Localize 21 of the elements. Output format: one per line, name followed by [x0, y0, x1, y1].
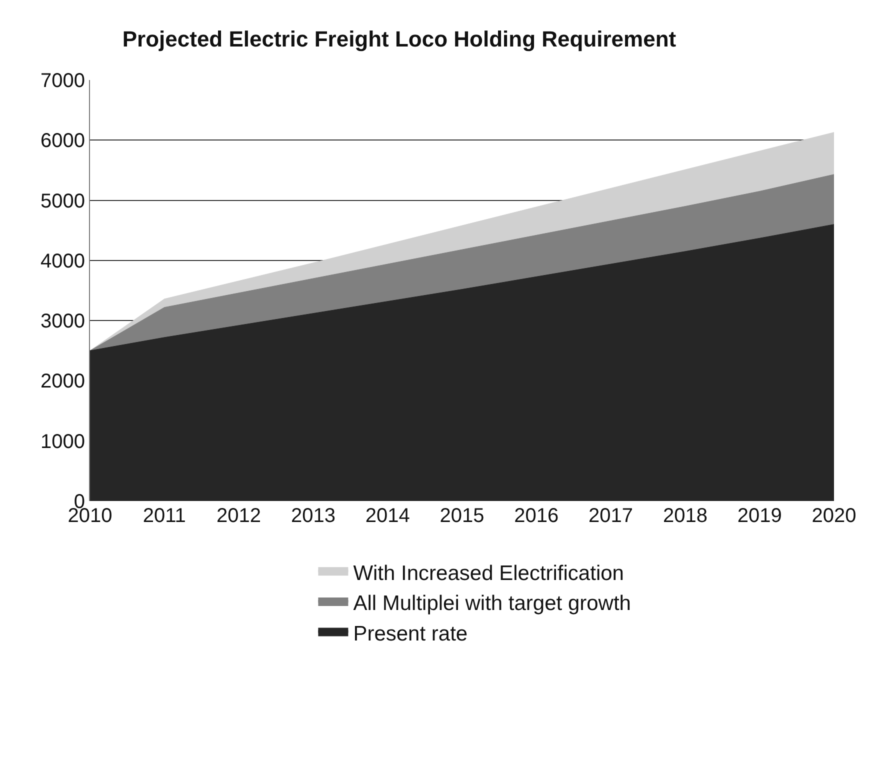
y-tick-label: 6000: [40, 130, 85, 152]
x-tick-label: 2016: [514, 505, 559, 527]
y-tick-label: 5000: [40, 190, 85, 212]
y-tick-label: 2000: [40, 370, 85, 393]
x-tick-label: 2015: [440, 505, 484, 527]
y-tick-label: 4000: [40, 250, 85, 272]
x-tick-label: 2018: [662, 505, 708, 527]
x-tick-label: 2019: [737, 505, 782, 527]
y-tick-label: 1000: [40, 430, 85, 453]
chart-title: Projected Electric Freight Loco Holding Requirement: [122, 26, 677, 52]
x-tick-label: 2014: [365, 505, 410, 527]
y-tick-label: 3000: [40, 310, 85, 333]
x-tick-label: 2020: [812, 505, 856, 527]
x-tick-label: 2012: [216, 505, 262, 527]
y-tick-label: 7000: [40, 70, 85, 92]
legend-label: With Increased Electrification: [353, 562, 624, 585]
x-tick-label: 2013: [290, 505, 336, 527]
legend-label: Present rate: [353, 622, 468, 646]
x-tick-label: 2017: [588, 505, 634, 527]
legend-label: All Multiplei with target growth: [353, 592, 631, 616]
x-tick-label: 2011: [142, 505, 186, 527]
